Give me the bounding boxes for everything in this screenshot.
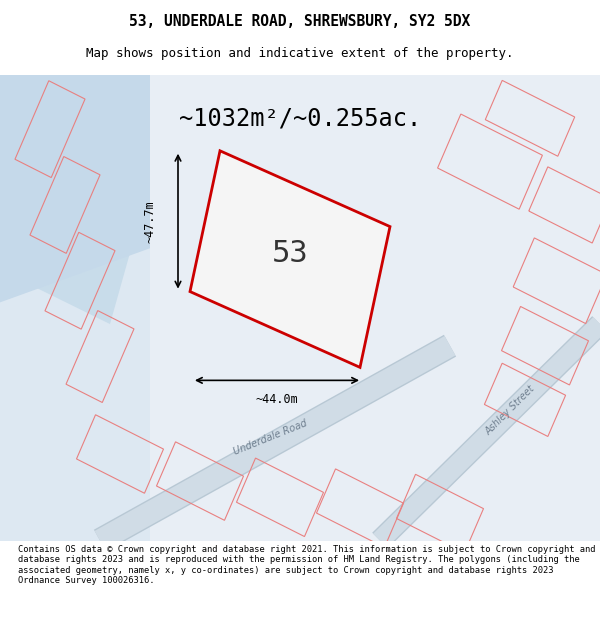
Text: ~47.7m: ~47.7m <box>143 200 157 242</box>
Polygon shape <box>0 75 600 541</box>
Text: Map shows position and indicative extent of the property.: Map shows position and indicative extent… <box>86 48 514 61</box>
Text: Ashley Street: Ashley Street <box>484 384 536 438</box>
Polygon shape <box>150 75 600 541</box>
Text: 53: 53 <box>272 239 308 268</box>
Text: ~44.0m: ~44.0m <box>256 393 298 406</box>
Polygon shape <box>0 75 60 172</box>
Polygon shape <box>0 75 180 324</box>
Text: 53, UNDERDALE ROAD, SHREWSBURY, SY2 5DX: 53, UNDERDALE ROAD, SHREWSBURY, SY2 5DX <box>130 14 470 29</box>
Polygon shape <box>190 151 390 368</box>
Text: Contains OS data © Crown copyright and database right 2021. This information is : Contains OS data © Crown copyright and d… <box>18 545 595 585</box>
Polygon shape <box>0 75 200 302</box>
Text: Underdale Road: Underdale Road <box>232 418 308 457</box>
Text: ~1032m²/~0.255ac.: ~1032m²/~0.255ac. <box>179 106 421 131</box>
